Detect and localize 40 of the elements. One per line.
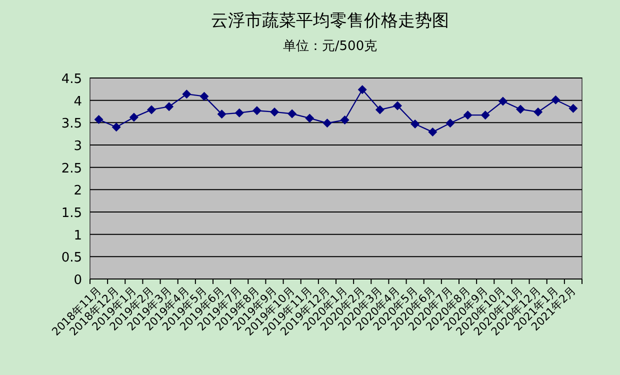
point xyxy=(375,105,384,114)
y-tick-label: 3.5 xyxy=(61,116,82,132)
y-tick-label: 3 xyxy=(74,139,82,154)
y-tick-label: 4 xyxy=(74,94,82,110)
point xyxy=(534,107,543,116)
point xyxy=(410,120,420,129)
point xyxy=(94,115,104,124)
point xyxy=(428,128,438,137)
point xyxy=(182,90,192,99)
y-tick-label: 4.5 xyxy=(61,72,82,87)
point xyxy=(217,110,226,119)
y-tick-label: 2.5 xyxy=(61,161,82,176)
point xyxy=(393,101,402,110)
point xyxy=(551,95,560,104)
point xyxy=(164,102,174,112)
point xyxy=(147,105,156,114)
y-tick-label: 0 xyxy=(74,273,82,288)
point xyxy=(112,122,121,132)
point xyxy=(568,104,578,113)
point xyxy=(270,107,279,116)
point xyxy=(234,108,244,118)
point xyxy=(498,96,508,106)
point xyxy=(129,112,138,122)
point xyxy=(322,118,332,128)
point xyxy=(305,114,314,123)
y-tick-label: 2 xyxy=(74,184,82,199)
point xyxy=(358,85,367,94)
point xyxy=(252,106,262,116)
point xyxy=(463,110,472,120)
chart-subtitle: 单位：元/500克 xyxy=(282,39,378,54)
y-tick-label: 1.5 xyxy=(61,206,82,221)
point xyxy=(516,104,525,114)
y-tick-label: 0.5 xyxy=(61,250,82,266)
point xyxy=(200,92,209,101)
point xyxy=(288,109,297,118)
point xyxy=(446,118,455,128)
y-tick-label: 1 xyxy=(74,228,82,244)
point xyxy=(340,115,350,124)
chart-title: 云浮市蔬菜平均零售价格走势图 xyxy=(211,11,449,31)
point xyxy=(480,110,490,120)
